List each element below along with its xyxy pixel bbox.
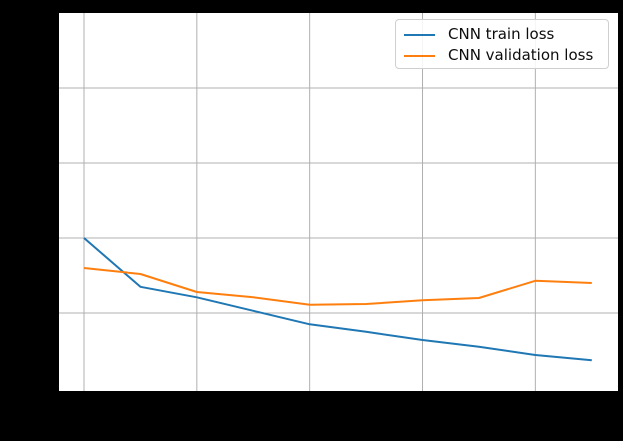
legend-label-train-loss: CNN train loss [448,25,555,43]
legend-label-validation-loss: CNN validation loss [448,46,594,64]
legend: CNN train loss CNN validation loss [395,19,609,69]
legend-item-validation-loss: CNN validation loss [404,45,599,66]
legend-item-train-loss: CNN train loss [404,24,599,45]
legend-line-sample-train-loss [404,33,435,36]
legend-line-sample-validation-loss [404,54,435,57]
